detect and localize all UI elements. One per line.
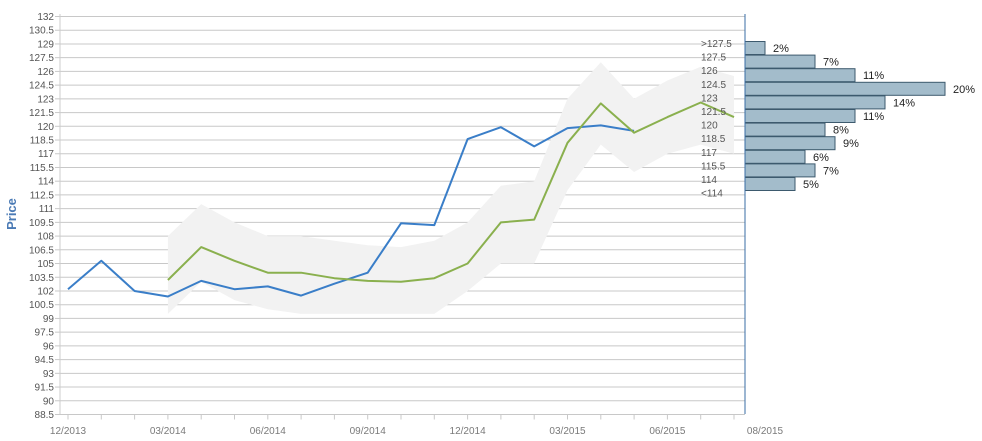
histogram-bar <box>744 41 766 55</box>
histogram-percent-label: 6% <box>813 152 829 164</box>
x-tick-label: 12/2013 <box>50 426 87 437</box>
histogram-percent-label: 2% <box>773 43 789 55</box>
y-tick-label: 94.5 <box>35 355 55 366</box>
y-tick-label: 91.5 <box>35 383 55 394</box>
histogram-bin-label: >127.5 <box>701 39 732 50</box>
x-tick-label: 09/2014 <box>350 426 387 437</box>
histogram-bin-label: <114 <box>701 189 723 200</box>
y-tick-label: 130.5 <box>29 26 54 37</box>
histogram-bar <box>744 163 816 178</box>
y-tick-label: 115.5 <box>30 163 55 174</box>
histogram-bin-label: 121.5 <box>701 107 726 118</box>
histogram-bar <box>744 81 946 96</box>
y-tick-label: 90 <box>43 396 55 407</box>
histogram-bin-label: 115.5 <box>701 161 726 172</box>
y-tick-label: 109.5 <box>29 218 54 229</box>
histogram-bin-label: 127.5 <box>701 53 726 64</box>
histogram-percent-label: 9% <box>843 138 859 150</box>
y-tick-label: 103.5 <box>29 273 54 284</box>
gridlines <box>60 16 745 415</box>
y-tick-label: 88.5 <box>35 410 55 421</box>
y-tick-label: 105 <box>37 259 54 270</box>
y-tick-label: 129 <box>37 39 54 50</box>
histogram-bin-label: 120 <box>701 121 718 132</box>
y-tick-label: 123 <box>37 94 54 105</box>
y-tick-label: 112.5 <box>30 190 55 201</box>
x-tick-label: 06/2014 <box>250 426 287 437</box>
series-line-2 <box>167 101 735 283</box>
histogram-bin-label: 117 <box>701 148 717 159</box>
histogram-percent-label: 7% <box>823 165 839 177</box>
y-tick-label: 117 <box>38 149 54 160</box>
histogram-bin-label: 124.5 <box>701 80 726 91</box>
y-tick-label: 100.5 <box>29 300 54 311</box>
y-tick-label: 97.5 <box>35 328 55 339</box>
histogram-percent-label: 11% <box>863 111 884 123</box>
y-tick-label: 108 <box>37 232 54 243</box>
x-tick-label: 06/2015 <box>649 426 686 437</box>
histogram-bar <box>744 68 856 83</box>
histogram-bar <box>744 177 796 191</box>
y-tick-label: 93 <box>43 369 55 380</box>
y-tick-label: 96 <box>43 341 55 352</box>
y-tick-label: 127.5 <box>29 53 54 64</box>
x-tick-label: 03/2014 <box>150 426 187 437</box>
histogram-bar <box>744 149 806 164</box>
histogram-bar <box>744 54 816 69</box>
histogram-percent-label: 20% <box>953 84 975 96</box>
y-tick-label: 121.5 <box>29 108 54 119</box>
y-tick-label: 111 <box>39 204 55 215</box>
histogram-bar <box>744 136 836 151</box>
y-tick-label: 118.5 <box>30 136 55 147</box>
histogram-percent-label: 11% <box>863 70 884 82</box>
x-axis-ticks: 12/2013 03/2014 06/2014 09/2014 12/2014 03/20… <box>50 414 784 437</box>
y-tick-label: 114 <box>38 177 54 188</box>
histogram-percent-label: 14% <box>893 97 915 109</box>
histogram-bin-label: 114 <box>701 175 717 186</box>
y-tick-label: 102 <box>37 286 54 297</box>
histogram-bar <box>744 95 886 110</box>
histogram: 2% >127.5 7% 127.5 11% 126 20% 124.5 14% 123 11% 12… <box>701 39 975 200</box>
series-line-1 <box>67 124 635 298</box>
band-area <box>167 62 734 314</box>
x-tick-label: 03/2015 <box>549 426 586 437</box>
y-tick-label: 106.5 <box>29 245 54 256</box>
histogram-percent-label: 8% <box>833 125 849 137</box>
x-tick-label: 08/2015 <box>747 426 784 437</box>
histogram-bin-label: 126 <box>701 66 718 77</box>
y-axis-label: Price <box>4 198 19 230</box>
y-tick-label: 124.5 <box>29 81 54 92</box>
y-axis-ticks: 132 130.5 129 127.5 126 124.5 123 121.5 120 118.5… <box>29 12 60 421</box>
histogram-bar <box>744 122 826 137</box>
y-tick-label: 132 <box>37 12 54 23</box>
y-tick-label: 120 <box>37 122 54 133</box>
confidence-band <box>167 62 734 314</box>
histogram-percent-label: 5% <box>803 179 819 191</box>
series-lines <box>67 101 735 298</box>
histogram-bin-label: 123 <box>701 93 718 104</box>
y-tick-label: 126 <box>37 67 54 78</box>
y-tick-label: 99 <box>43 314 55 325</box>
x-tick-label: 12/2014 <box>450 426 487 437</box>
histogram-bar <box>744 109 856 123</box>
histogram-bin-label: 118.5 <box>701 134 726 145</box>
histogram-percent-label: 7% <box>823 57 839 69</box>
